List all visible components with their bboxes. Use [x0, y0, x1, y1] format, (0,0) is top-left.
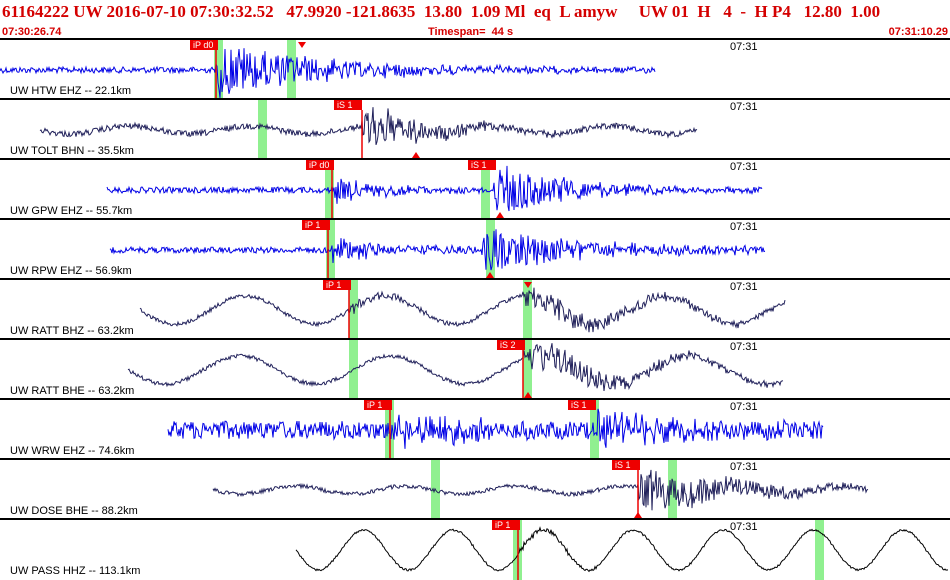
pick-box: iP 1	[492, 520, 520, 530]
trace-panel[interactable]: iP 1 07:31 UW PASS HHZ -- 113.1km	[0, 518, 950, 580]
phase-window	[815, 520, 824, 580]
time-tick-label: 07:31	[730, 161, 758, 173]
trace-svg: iP 1	[295, 520, 949, 580]
station-label: UW DOSE BHE -- 88.2km	[10, 505, 138, 517]
time-tick-label: 07:31	[730, 41, 758, 53]
time-tick-label: 07:31	[730, 281, 758, 293]
pick-box: iS 1	[334, 100, 362, 110]
waveform-trace	[106, 165, 763, 212]
pick-marker	[412, 152, 420, 158]
waveform-trace	[167, 408, 824, 449]
waveform-trace	[127, 343, 784, 392]
station-label: UW RPW EHZ -- 56.9km	[10, 265, 132, 277]
phase-window	[523, 280, 532, 340]
trace-panel[interactable]: iP 1 07:31 UW RPW EHZ -- 56.9km	[0, 218, 950, 280]
trace-svg: iP 1 iS 1	[167, 400, 824, 460]
station-label: UW HTW EHZ -- 22.1km	[10, 85, 131, 97]
pick-box: iP 1	[323, 280, 351, 290]
pick-box: iP 1	[364, 400, 392, 410]
time-tick-label: 07:31	[730, 401, 758, 413]
pick-text: iS 1	[571, 400, 587, 410]
trace-svg: iP 1	[139, 280, 786, 340]
trace-svg: iS 1	[212, 460, 869, 520]
trace-svg: iP 1	[109, 220, 766, 280]
end-time: 07:31:10.29	[888, 26, 948, 38]
phase-window	[214, 40, 223, 100]
phase-window	[590, 400, 599, 460]
station-label: UW RATT BHZ -- 63.2km	[10, 325, 134, 337]
pick-box: iS 1	[468, 160, 496, 170]
pick-box: iS 1	[568, 400, 596, 410]
waveform-trace	[212, 469, 869, 511]
pick-text: iP d0	[193, 40, 213, 50]
waveform-trace	[109, 229, 766, 271]
pick-marker	[496, 212, 504, 218]
station-label: UW GPW EHZ -- 55.7km	[10, 205, 133, 217]
seismogram-panels[interactable]: iP d0 07:31 UW HTW EHZ -- 22.1km iS 1 07:31 U…	[0, 38, 950, 580]
time-tick-label: 07:31	[730, 341, 758, 353]
event-header: 61164222 UW 2016-07-10 07:30:32.52 47.99…	[2, 2, 881, 21]
phase-window	[349, 340, 358, 400]
trace-svg: iS 1	[39, 100, 698, 160]
pick-box: iP d0	[190, 40, 218, 50]
start-time: 07:30:26.74	[2, 26, 62, 38]
pick-box: iP d0	[306, 160, 334, 170]
trace-panel[interactable]: iS 1 07:31 UW DOSE BHE -- 88.2km	[0, 458, 950, 520]
pick-marker	[634, 512, 642, 518]
pick-box: iS 2	[497, 340, 525, 350]
pick-marker	[524, 392, 532, 398]
station-label: UW TOLT BHN -- 35.5km	[10, 145, 134, 157]
phase-window	[287, 40, 296, 100]
pick-text: iP 1	[305, 220, 320, 230]
waveform-trace	[0, 48, 656, 98]
station-label: UW WRW EHZ -- 74.6km	[10, 445, 135, 457]
pick-text: iP d0	[309, 160, 329, 170]
pick-marker	[486, 272, 494, 278]
pick-marker	[524, 282, 532, 288]
station-label: UW RATT BHE -- 63.2km	[10, 385, 135, 397]
waveform-trace	[295, 526, 949, 573]
pick-marker	[298, 42, 306, 48]
trace-panel[interactable]: iP 1 07:31 UW RATT BHZ -- 63.2km	[0, 278, 950, 340]
pick-box: iS 1	[612, 460, 640, 470]
pick-text: iP 1	[326, 280, 341, 290]
pick-text: iP 1	[367, 400, 382, 410]
trace-svg: iP d0	[0, 40, 656, 100]
pick-box: iP 1	[302, 220, 330, 230]
waveform-trace	[39, 107, 698, 146]
trace-panel[interactable]: iP 1 iS 1 07:31 UW WRW EHZ -- 74.6km	[0, 398, 950, 460]
pick-text: iS 1	[337, 100, 353, 110]
pick-text: iP 1	[495, 520, 510, 530]
pick-text: iS 1	[471, 160, 487, 170]
phase-window	[523, 340, 532, 400]
trace-svg: iP d0 iS 1	[106, 160, 763, 220]
station-label: UW PASS HHZ -- 113.1km	[10, 565, 141, 577]
trace-panel[interactable]: iS 1 07:31 UW TOLT BHN -- 35.5km	[0, 98, 950, 160]
time-tick-label: 07:31	[730, 461, 758, 473]
trace-panel[interactable]: iP d0 07:31 UW HTW EHZ -- 22.1km	[0, 38, 950, 100]
timespan-label: Timespan= 44 s	[428, 26, 514, 38]
time-tick-label: 07:31	[730, 101, 758, 113]
phase-window	[668, 460, 677, 520]
trace-panel[interactable]: iS 2 07:31 UW RATT BHE -- 63.2km	[0, 338, 950, 400]
waveform-trace	[139, 287, 786, 333]
pick-text: iS 1	[615, 460, 631, 470]
trace-panel[interactable]: iP d0 iS 1 07:31 UW GPW EHZ -- 55.7km	[0, 158, 950, 220]
pick-text: iS 2	[500, 340, 516, 350]
phase-window	[325, 160, 334, 220]
phase-window	[486, 220, 495, 280]
time-tick-label: 07:31	[730, 221, 758, 233]
time-tick-label: 07:31	[730, 521, 758, 533]
trace-svg: iS 2	[127, 340, 784, 400]
phase-window	[258, 100, 267, 160]
